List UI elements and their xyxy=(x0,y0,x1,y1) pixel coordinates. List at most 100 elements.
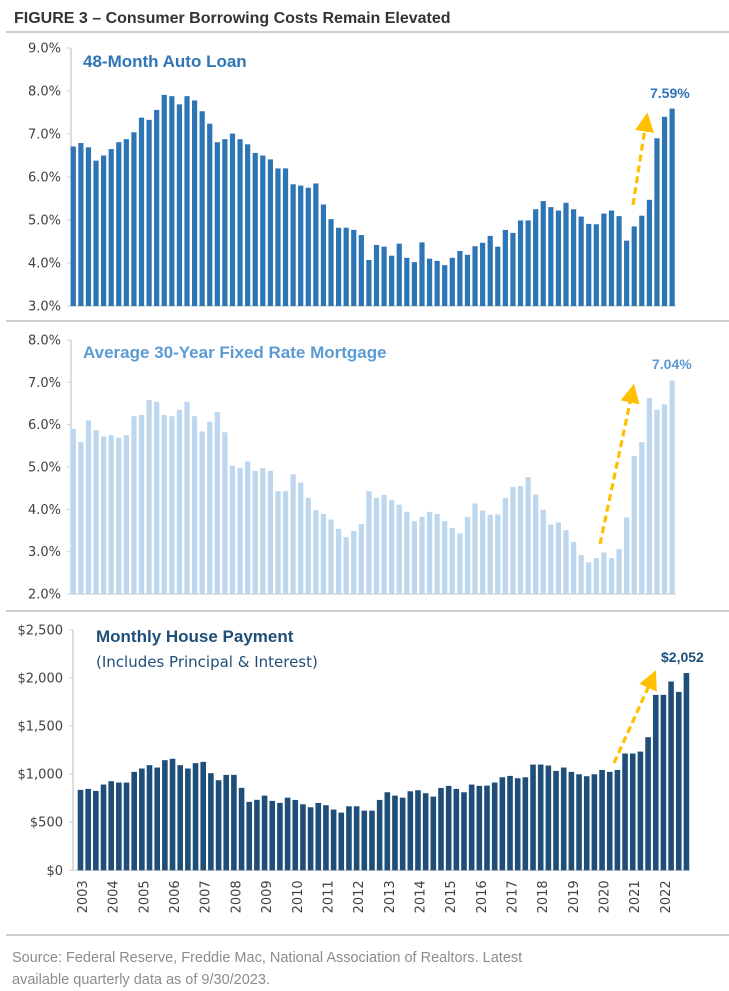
auto-loan-bar xyxy=(495,246,501,306)
house-payment-bar xyxy=(162,760,168,871)
mortgage-bar xyxy=(237,467,243,594)
house-payment-bar xyxy=(522,777,529,871)
house-payment-bar xyxy=(660,694,667,871)
house-payment-bar xyxy=(637,751,644,871)
auto-loan-bar xyxy=(214,142,220,306)
house-payment-bar xyxy=(591,774,598,871)
house-payment-bar xyxy=(430,796,437,871)
auto-loan-bar xyxy=(646,199,652,306)
house-payment-bar xyxy=(146,765,153,871)
auto-loan-y-tick-label: 7.0% xyxy=(28,128,61,143)
auto-loan-bar xyxy=(449,257,455,306)
mortgage-bar xyxy=(578,555,584,594)
mortgage-bar xyxy=(123,435,129,594)
auto-loan-bar xyxy=(570,209,577,306)
mortgage-bar xyxy=(586,562,592,594)
house-payment-y-tick-label: $1,500 xyxy=(18,720,64,735)
mortgage-bar xyxy=(457,533,463,594)
house-payment-bar xyxy=(415,790,421,871)
year-tick-label: 2009 xyxy=(260,880,275,913)
mortgage-bar xyxy=(449,527,455,594)
year-tick-label: 2011 xyxy=(321,880,336,913)
mortgage-bar xyxy=(631,455,637,594)
house-payment-bar xyxy=(330,809,337,871)
mortgage-bar xyxy=(108,435,114,594)
auto-loan-chart: 3.0% 4.0% 5.0% 6.0% 7.0% 8.0% 9.0% 48-Month Au… xyxy=(28,42,690,315)
auto-loan-bar xyxy=(305,187,311,306)
house-payment-bar xyxy=(131,771,137,871)
house-payment-bar xyxy=(399,797,406,871)
mortgage-bar xyxy=(434,513,440,594)
auto-loan-y-tick-label: 9.0% xyxy=(28,42,61,57)
house-payment-bar xyxy=(468,784,475,871)
year-tick-label: 2021 xyxy=(628,880,643,913)
mortgage-bar xyxy=(366,491,372,594)
auto-loan-bar xyxy=(176,104,183,306)
auto-loan-bar xyxy=(70,146,76,306)
auto-loan-bar xyxy=(601,213,607,306)
figure-title: FIGURE 3 – Consumer Borrowing Costs Rema… xyxy=(14,10,451,27)
mortgage-bar xyxy=(358,524,364,594)
house-payment-bar xyxy=(192,763,199,871)
auto-loan-bar xyxy=(389,255,395,306)
auto-loan-bar xyxy=(411,262,417,306)
auto-loan-bar xyxy=(555,210,562,306)
mortgage-y-tick-label: 5.0% xyxy=(28,461,61,476)
house-payment-bar xyxy=(392,795,398,871)
house-payment-bar xyxy=(622,753,628,871)
house-payment-title: Monthly House Payment xyxy=(96,627,294,646)
mortgage-bar xyxy=(533,494,539,594)
house-payment-bar xyxy=(185,768,191,871)
mortgage-bar xyxy=(442,521,448,594)
house-payment-trend-arrow xyxy=(612,670,657,764)
house-payment-callout: $2,052 xyxy=(661,649,704,665)
mortgage-y-tick-label: 4.0% xyxy=(28,503,61,518)
auto-loan-trend-arrow xyxy=(631,112,654,206)
source-note-line-2: available quarterly data as of 9/30/2023… xyxy=(12,972,270,988)
house-payment-bar xyxy=(77,789,84,871)
house-payment-bar xyxy=(507,775,513,871)
auto-loan-bar xyxy=(654,138,660,306)
house-payment-bar xyxy=(514,778,521,871)
house-payment-bar xyxy=(568,771,575,871)
mortgage-bar xyxy=(184,401,190,594)
year-tick-label: 2005 xyxy=(137,880,152,913)
house-payment-bar xyxy=(300,804,306,871)
auto-loan-bar xyxy=(502,229,508,306)
house-payment-bar xyxy=(491,782,498,871)
house-payment-bar xyxy=(614,769,621,871)
house-payment-bar xyxy=(438,787,444,871)
mortgage-bar xyxy=(305,497,311,594)
house-payment-bar xyxy=(307,807,314,871)
year-axis: 2003 2004 2005 2006 2007 2008 2009 2010 2011 2012… xyxy=(76,880,674,913)
auto-loan-title: 48-Month Auto Loan xyxy=(83,52,247,71)
auto-loan-bar xyxy=(480,242,486,306)
year-tick-label: 2018 xyxy=(536,880,551,913)
auto-loan-bar xyxy=(131,132,137,306)
house-payment-bar xyxy=(537,764,544,871)
mortgage-y-tick-label: 6.0% xyxy=(28,418,61,433)
mortgage-bar xyxy=(101,436,107,594)
house-payment-bar xyxy=(407,791,414,871)
auto-loan-bar xyxy=(320,204,327,306)
auto-loan-bar xyxy=(616,216,622,306)
mortgage-bar xyxy=(661,404,668,594)
auto-loan-y-tick-label: 3.0% xyxy=(28,300,61,315)
house-payment-bar xyxy=(261,795,268,871)
auto-loan-bar xyxy=(563,202,569,306)
auto-loan-bar xyxy=(639,215,645,306)
mortgage-bar xyxy=(517,486,524,594)
house-payment-bar xyxy=(85,788,91,871)
house-payment-bar xyxy=(223,774,230,871)
house-payment-bar xyxy=(599,769,605,871)
auto-loan-bar xyxy=(138,117,145,306)
year-tick-label: 2016 xyxy=(475,880,490,913)
house-payment-bar xyxy=(461,792,467,871)
house-payment-y-tick-label: $2,500 xyxy=(18,624,64,639)
mortgage-bar xyxy=(214,411,220,594)
auto-loan-bar xyxy=(404,257,410,306)
mortgage-bar xyxy=(563,530,569,594)
auto-loan-bar xyxy=(419,242,425,306)
auto-loan-bar xyxy=(199,111,205,307)
mortgage-bar xyxy=(275,491,281,594)
